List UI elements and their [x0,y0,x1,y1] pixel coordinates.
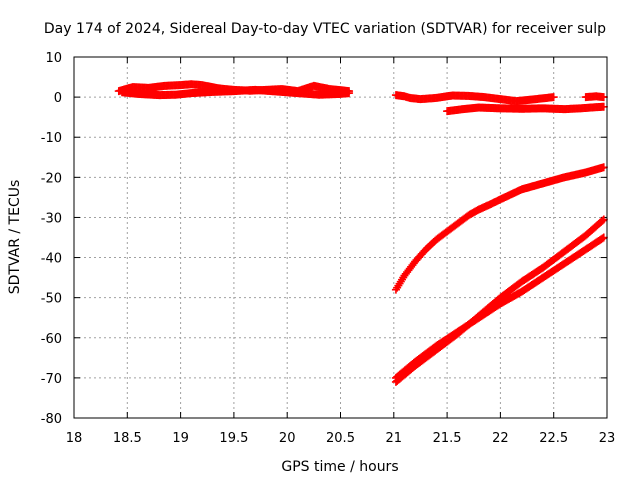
plot-frame [73,56,608,419]
x-tick-label: 22.5 [539,431,568,446]
x-tick-label: 19 [172,431,189,446]
y-tick-label: 10 [45,51,62,66]
data-point [599,215,608,224]
x-tick-label: 19.5 [219,431,248,446]
data-point [599,102,608,111]
data-point [599,163,608,172]
data-points [114,80,608,386]
data-point [598,216,607,225]
x-tick-label: 20.5 [326,431,355,446]
x-tick-label: 22 [492,431,509,446]
x-tick-label: 18.5 [113,431,142,446]
y-tick-label: -20 [41,171,62,186]
y-tick-label: -70 [41,372,62,387]
data-point [549,93,558,102]
x-tick-label: 21 [386,431,403,446]
y-tick-label: -80 [41,412,62,427]
x-tick-label: 23 [599,431,616,446]
series-3 [391,91,558,106]
data-point [599,233,608,242]
y-tick-label: -50 [41,292,62,307]
x-tick-label: 18 [66,431,83,446]
x-axis-title: GPS time / hours [281,459,398,475]
x-tick-label: 21.5 [433,431,462,446]
y-tick-label: -60 [41,332,62,347]
y-tick-label: -40 [41,252,62,267]
data-point [599,93,608,102]
y-tick-label: -30 [41,211,62,226]
series-8 [391,233,608,382]
chart-title: Day 174 of 2024, Sidereal Day-to-day VTE… [44,21,606,37]
axis-ticks: 18 18.5 19 19.5 20 20.5 21 21.5 22 22.5 23 10 0 -10 -2… [41,51,616,446]
data-point [345,89,354,98]
series-4 [443,102,608,116]
data-point [598,234,607,243]
y-tick-label: -10 [41,131,62,146]
series-2 [117,85,354,100]
x-tick-label: 20 [279,431,296,446]
y-tick-label: 0 [54,91,62,106]
y-axis-title: SDTVAR / TECUs [7,180,23,295]
series-6 [391,163,608,294]
series-5 [581,92,608,102]
